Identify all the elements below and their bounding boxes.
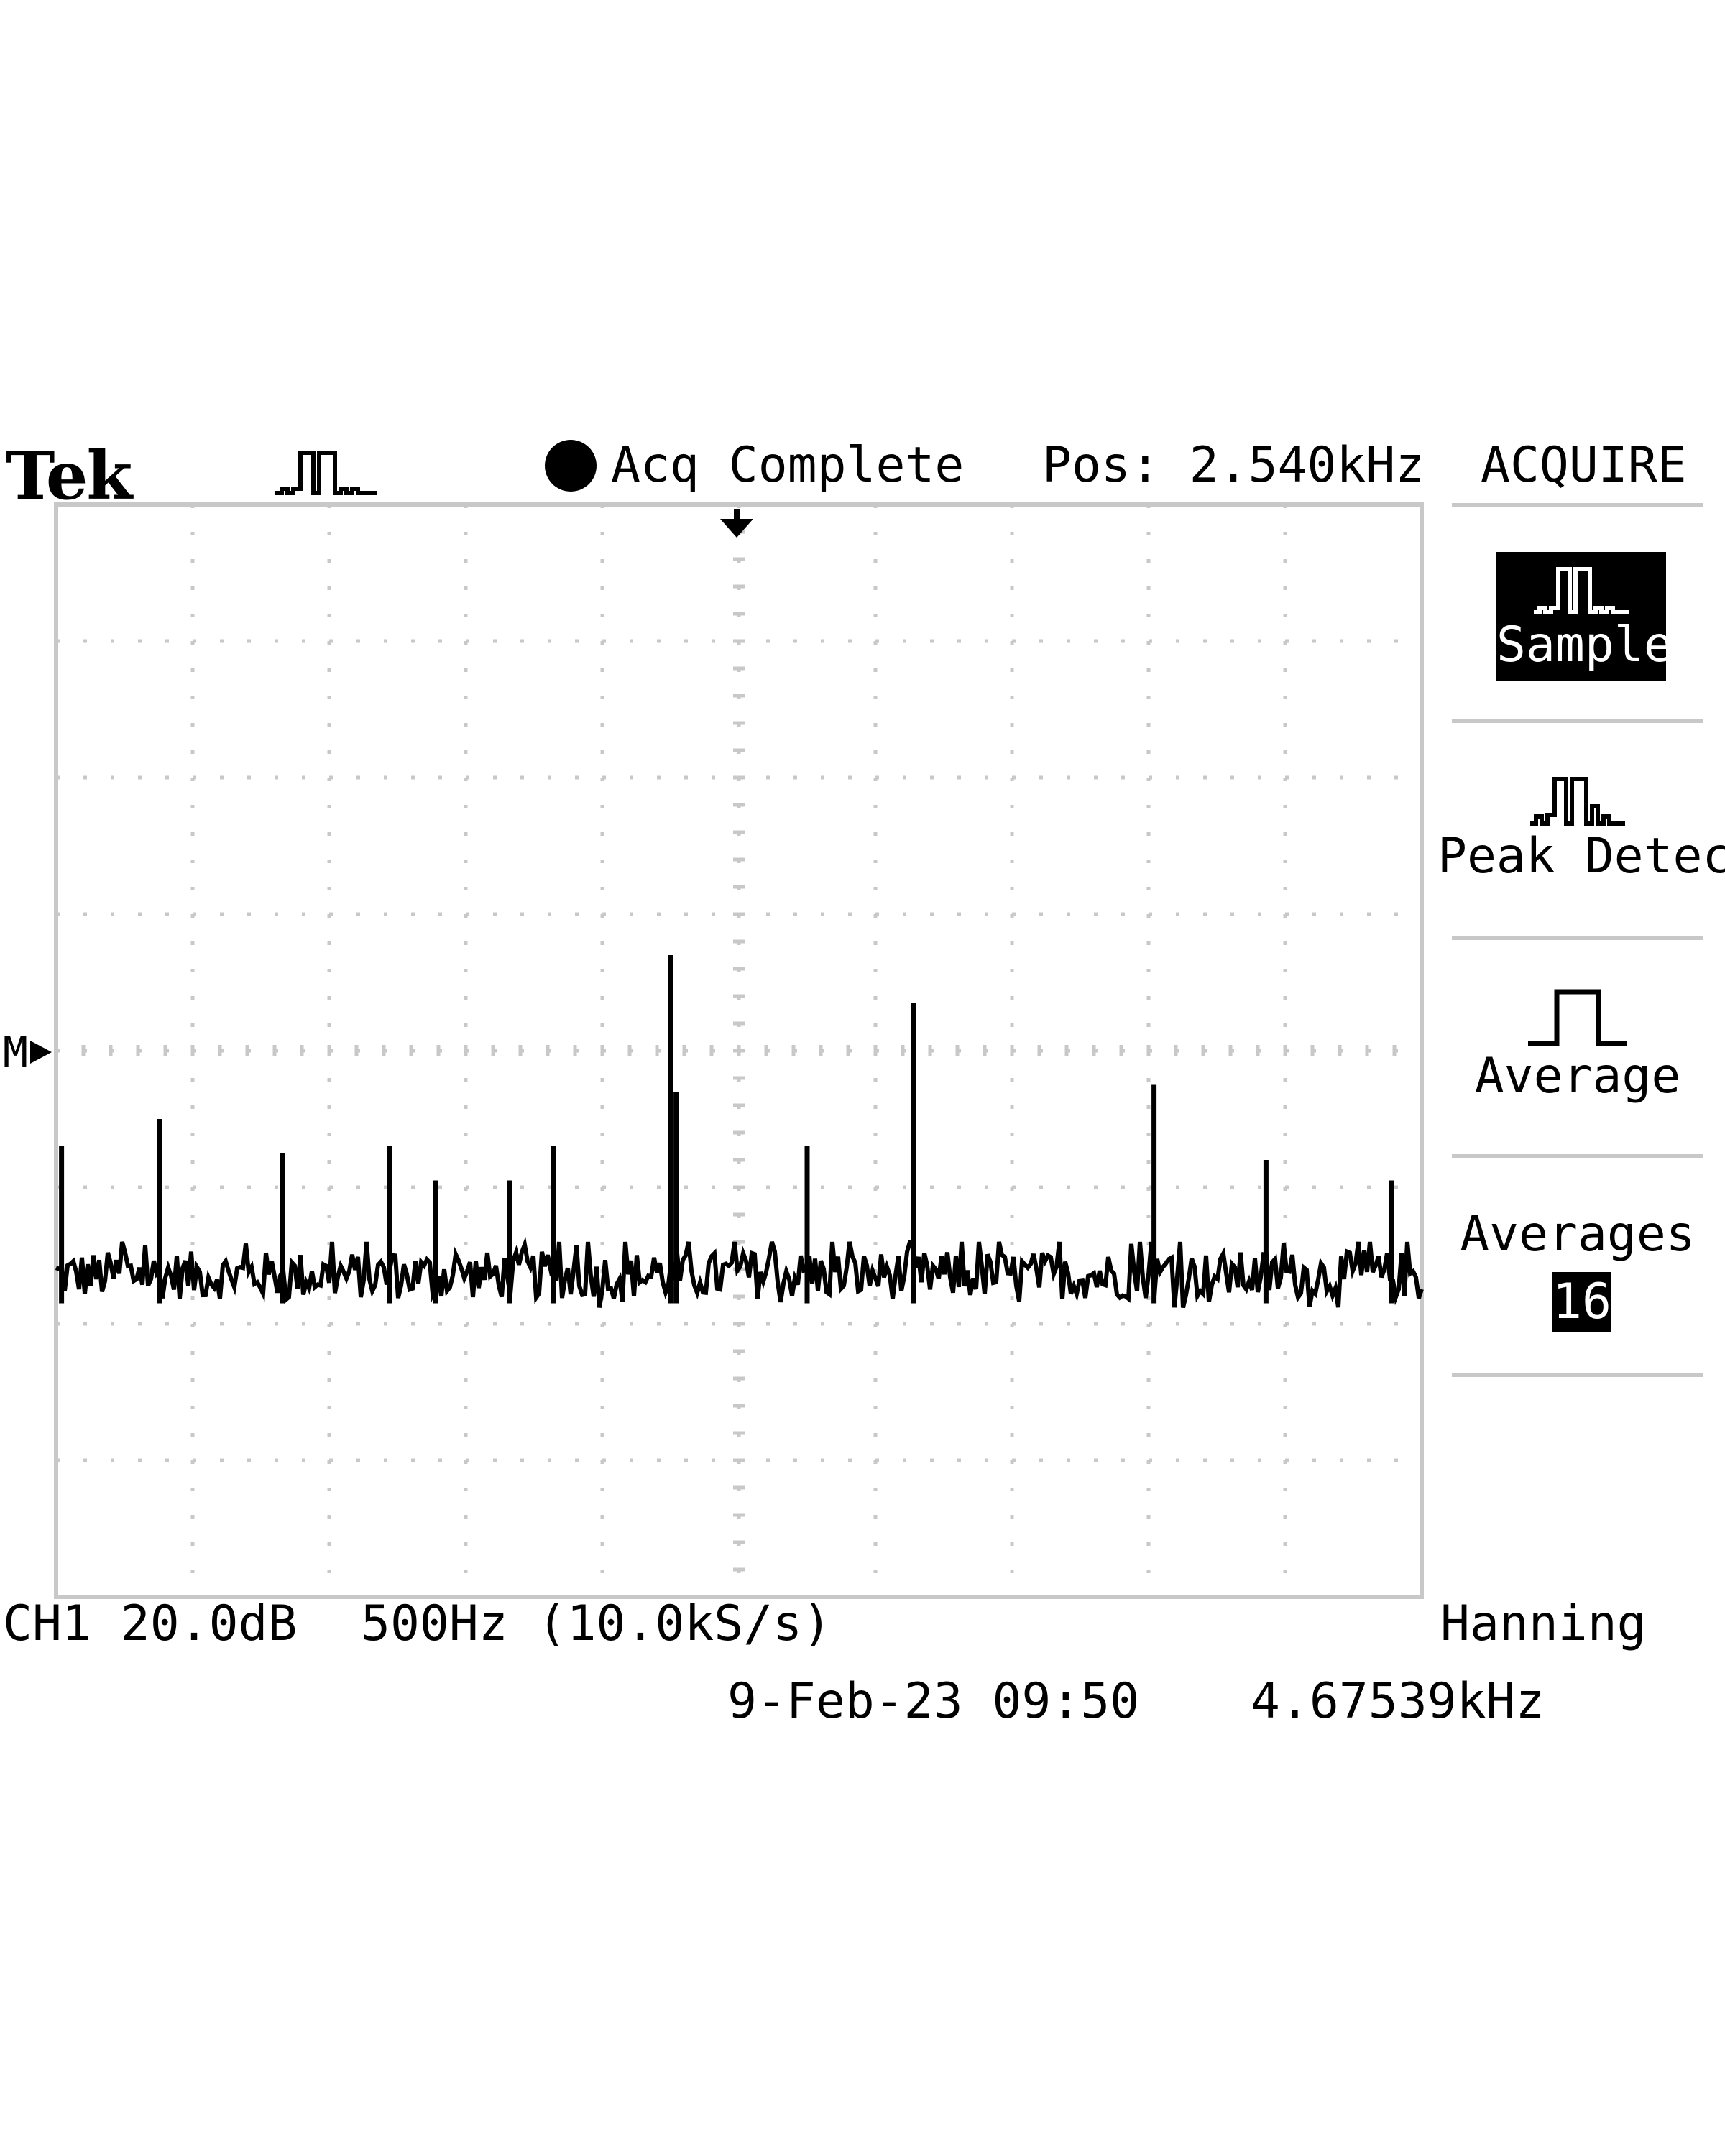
graticule xyxy=(54,502,1424,1599)
menu-title: ACQUIRE xyxy=(1481,437,1687,494)
menu-separator xyxy=(1452,503,1703,507)
menu-item-averages-label: Averages xyxy=(1460,1206,1696,1263)
brand-logo: Tek xyxy=(6,437,132,515)
menu-item-peak-detect[interactable]: Peak Detect xyxy=(1438,769,1725,885)
channel-scale-readout: CH1 20.0dB xyxy=(3,1595,298,1652)
datetime-readout: 9-Feb-23 09:50 xyxy=(727,1673,1140,1730)
menu-item-averages[interactable]: Averages xyxy=(1438,1210,1718,1259)
menu-separator xyxy=(1452,936,1703,940)
graticule-border xyxy=(54,502,1424,1599)
acquisition-status-icon xyxy=(545,440,597,492)
menu-separator xyxy=(1452,1154,1703,1158)
peak-detect-icon xyxy=(1530,777,1625,826)
frequency-readout: 4.67539kHz xyxy=(1251,1673,1545,1730)
position-readout: Pos: 2.540kHz xyxy=(1042,437,1425,494)
menu-separator xyxy=(1452,719,1703,723)
menu-item-peak-detect-label: Peak Detect xyxy=(1438,828,1725,885)
fft-window-readout: Hanning xyxy=(1440,1595,1647,1652)
trigger-position-marker xyxy=(720,519,753,538)
menu-item-sample[interactable] xyxy=(1496,552,1666,681)
sample-mode-icon xyxy=(275,451,377,495)
peak-marks xyxy=(59,955,1394,1304)
trigger-position-stem xyxy=(734,509,740,522)
menu-separator xyxy=(1452,1373,1703,1377)
sample-mode-icon xyxy=(1534,567,1629,614)
averages-value-box[interactable] xyxy=(1552,1272,1611,1332)
math-reference-marker-icon xyxy=(30,1041,52,1064)
acquisition-status: Acq Complete xyxy=(611,437,965,494)
menu-item-sample-label: Sample xyxy=(1496,617,1673,673)
spectrum-display: M xyxy=(3,502,1424,1599)
math-reference-label: M xyxy=(3,1028,28,1077)
averages-value: 16 xyxy=(1552,1273,1611,1330)
average-pulse-icon xyxy=(1528,989,1627,1046)
menu-item-average[interactable]: Average xyxy=(1438,986,1718,1101)
span-readout: 500Hz (10.0kS/s) xyxy=(361,1595,832,1652)
menu-item-average-label: Average xyxy=(1474,1048,1681,1105)
